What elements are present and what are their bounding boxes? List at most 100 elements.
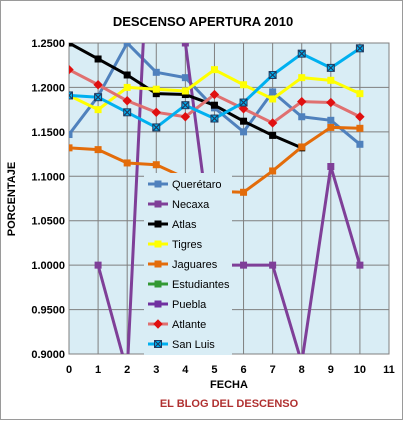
legend-item: Necaxa [148, 199, 210, 211]
data-point [152, 161, 160, 169]
data-point [240, 128, 248, 136]
legend-item: Atlas [148, 219, 197, 231]
x-tick-label: 7 [270, 364, 276, 376]
data-point [269, 88, 277, 96]
x-tick-label: 10 [354, 364, 366, 376]
legend-marker [154, 280, 162, 288]
data-point [326, 63, 335, 72]
legend-item: Jaguares [148, 259, 218, 271]
x-tick-label: 11 [383, 364, 395, 376]
x-tick-label: 3 [153, 364, 159, 376]
data-point [69, 43, 73, 47]
chart-title: DESCENSO APERTURA 2010 [113, 14, 293, 29]
data-point [239, 98, 248, 107]
y-tick-label: 1.0500 [31, 216, 65, 228]
series-8 [69, 44, 364, 132]
y-tick-label: 1.0000 [31, 260, 65, 272]
y-tick-label: 1.2500 [31, 38, 65, 50]
legend-marker [154, 180, 162, 188]
data-point [355, 44, 364, 53]
series-7 [69, 64, 365, 128]
y-tick-label: 0.9500 [31, 305, 65, 317]
legend-marker [154, 200, 162, 208]
legend-label: Puebla [172, 299, 207, 311]
data-point [123, 159, 131, 167]
data-point [122, 96, 132, 106]
y-tick-label: 1.1500 [31, 127, 65, 139]
y-axis-ticks: 0.9000 0.9500 1.0000 1.0500 1.1000 1.1500 1.20… [31, 38, 65, 361]
x-tick-label: 0 [66, 364, 72, 376]
data-point [240, 81, 248, 89]
data-point [181, 43, 189, 47]
legend-item: Puebla [148, 299, 207, 311]
data-point [93, 80, 103, 90]
x-tick-label: 6 [240, 364, 246, 376]
data-point [123, 83, 131, 91]
series-2 [69, 43, 306, 152]
legend-item: Estudiantes [148, 279, 230, 291]
data-point [298, 143, 306, 151]
data-point [356, 140, 364, 148]
data-point [240, 261, 248, 269]
data-point [327, 163, 335, 171]
data-point [298, 74, 306, 82]
x-axis-ticks: 0 1 2 3 4 5 6 7 8 9 10 11 [66, 364, 395, 376]
data-point [94, 93, 103, 102]
data-point [238, 104, 249, 114]
data-point [210, 66, 218, 74]
data-point [240, 117, 248, 125]
data-point [123, 108, 132, 117]
data-point [327, 123, 335, 131]
data-point [327, 116, 335, 124]
legend-marker [154, 260, 162, 268]
legend-item: Querétaro [148, 179, 222, 191]
legend-label: Jaguares [172, 259, 218, 271]
data-point [355, 112, 365, 122]
legend-label: San Luis [172, 339, 215, 351]
legend-label: Atlante [172, 319, 206, 331]
data-point [327, 76, 335, 84]
legend-item: San Luis [148, 339, 215, 351]
data-point [210, 114, 219, 123]
data-point [94, 55, 102, 63]
data-point [152, 85, 160, 93]
data-point [356, 90, 364, 98]
x-axis-label: FECHA [210, 379, 248, 391]
data-point [268, 70, 277, 79]
legend-item: Atlante [148, 319, 206, 331]
x-tick-label: 4 [182, 364, 189, 376]
data-point [94, 146, 102, 154]
y-tick-label: 0.9000 [31, 349, 65, 361]
data-point [152, 123, 161, 132]
legend-marker [154, 220, 162, 228]
x-tick-label: 9 [328, 364, 334, 376]
data-point [152, 68, 160, 76]
data-point [123, 43, 131, 47]
data-point [298, 113, 306, 121]
data-point [69, 64, 74, 75]
data-point [94, 106, 102, 114]
y-axis-label: PORCENTAJE [6, 162, 18, 236]
data-point [151, 107, 161, 118]
data-point [94, 261, 102, 269]
y-tick-label: 1.1000 [31, 171, 65, 183]
legend-label: Estudiantes [172, 279, 230, 291]
data-point [69, 131, 73, 139]
data-point [240, 188, 248, 196]
legend-label: Necaxa [172, 199, 210, 211]
legend-label: Tigres [172, 239, 203, 251]
data-point [181, 101, 190, 110]
legend-label: Querétaro [172, 179, 222, 191]
legend-entries: Querétaro Necaxa Atlas Tigres Jaguares Estudi… [148, 179, 230, 351]
data-point [209, 89, 220, 100]
legend-item: Tigres [148, 239, 203, 251]
legend-marker [153, 319, 163, 329]
data-point [269, 95, 277, 103]
data-point [269, 261, 277, 269]
data-point [69, 91, 73, 100]
data-point [326, 97, 336, 108]
data-point [69, 144, 73, 152]
data-point [356, 261, 364, 269]
